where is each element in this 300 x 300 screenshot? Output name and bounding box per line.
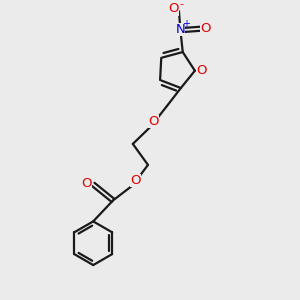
Text: -: - xyxy=(179,0,183,9)
Text: O: O xyxy=(130,174,141,187)
Text: +: + xyxy=(182,19,190,29)
Text: N: N xyxy=(176,23,185,36)
Text: O: O xyxy=(169,2,179,16)
Text: O: O xyxy=(82,177,92,190)
Text: O: O xyxy=(148,115,158,128)
Text: O: O xyxy=(196,64,206,77)
Text: O: O xyxy=(200,22,211,35)
